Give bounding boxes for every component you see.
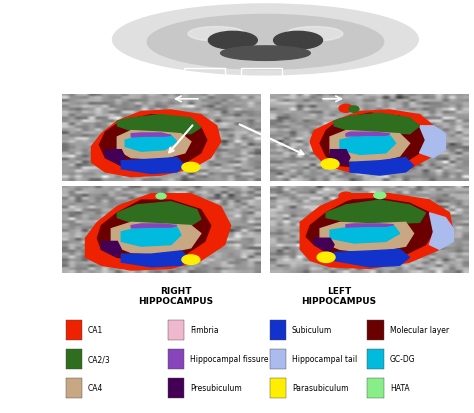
Bar — [270, 320, 286, 340]
Bar — [367, 349, 383, 369]
Polygon shape — [429, 213, 453, 250]
Polygon shape — [330, 131, 410, 163]
Polygon shape — [91, 111, 221, 177]
Text: GC-DG: GC-DG — [390, 354, 415, 363]
Polygon shape — [346, 224, 394, 228]
Polygon shape — [117, 131, 191, 160]
Text: Fimbria: Fimbria — [190, 325, 219, 335]
Text: RIGHT
HIPPOCAMPUS: RIGHT HIPPOCAMPUS — [138, 286, 213, 306]
Ellipse shape — [374, 193, 386, 199]
Bar — [184, 69, 225, 78]
Polygon shape — [320, 114, 426, 169]
Bar — [168, 349, 184, 369]
Ellipse shape — [209, 32, 257, 50]
Polygon shape — [121, 158, 185, 174]
Ellipse shape — [156, 194, 166, 199]
Text: HATA: HATA — [390, 383, 410, 392]
Ellipse shape — [273, 32, 322, 50]
Polygon shape — [350, 158, 414, 176]
Text: CA1: CA1 — [88, 325, 103, 335]
Polygon shape — [334, 250, 410, 267]
Bar — [367, 377, 383, 398]
Polygon shape — [131, 134, 171, 138]
Bar — [270, 377, 286, 398]
Polygon shape — [105, 150, 125, 166]
Text: Hippocampal tail: Hippocampal tail — [292, 354, 357, 363]
Polygon shape — [320, 223, 414, 253]
Polygon shape — [419, 126, 446, 158]
Ellipse shape — [317, 252, 335, 263]
Text: Molecular layer: Molecular layer — [390, 325, 449, 335]
Polygon shape — [314, 239, 334, 254]
Polygon shape — [330, 150, 350, 166]
Text: CA2/3: CA2/3 — [88, 354, 111, 363]
Text: CA4: CA4 — [88, 383, 103, 392]
Polygon shape — [121, 252, 191, 267]
Bar — [168, 377, 184, 398]
Bar — [66, 349, 82, 369]
Text: Parasubiculum: Parasubiculum — [292, 383, 348, 392]
Polygon shape — [306, 199, 433, 261]
Text: Presubiculum: Presubiculum — [190, 383, 242, 392]
Polygon shape — [346, 133, 390, 137]
Polygon shape — [117, 115, 201, 134]
Ellipse shape — [339, 193, 353, 201]
Polygon shape — [125, 136, 177, 152]
Ellipse shape — [188, 27, 245, 42]
Ellipse shape — [147, 15, 383, 70]
Ellipse shape — [112, 5, 419, 76]
Bar — [66, 320, 82, 340]
Bar — [270, 349, 286, 369]
Polygon shape — [100, 115, 207, 169]
Polygon shape — [98, 201, 211, 262]
Bar — [367, 320, 383, 340]
Bar — [66, 377, 82, 398]
Text: Subiculum: Subiculum — [292, 325, 332, 335]
Polygon shape — [121, 228, 181, 247]
Polygon shape — [300, 194, 453, 269]
Polygon shape — [131, 224, 177, 228]
Polygon shape — [117, 202, 201, 226]
Bar — [241, 69, 282, 78]
Ellipse shape — [339, 105, 353, 113]
Polygon shape — [111, 223, 201, 254]
Bar — [168, 320, 184, 340]
Polygon shape — [85, 194, 231, 271]
Text: LEFT
HIPPOCAMPUS: LEFT HIPPOCAMPUS — [301, 286, 376, 306]
Ellipse shape — [286, 27, 343, 42]
Text: Hippocampal fissure: Hippocampal fissure — [190, 354, 269, 363]
Ellipse shape — [349, 107, 359, 113]
Polygon shape — [101, 242, 121, 258]
Polygon shape — [334, 114, 419, 134]
Ellipse shape — [321, 159, 339, 170]
Polygon shape — [326, 201, 426, 224]
Ellipse shape — [182, 163, 200, 173]
Polygon shape — [340, 136, 396, 155]
Polygon shape — [330, 226, 400, 243]
Ellipse shape — [220, 47, 310, 61]
Polygon shape — [310, 111, 439, 174]
Ellipse shape — [182, 255, 200, 265]
